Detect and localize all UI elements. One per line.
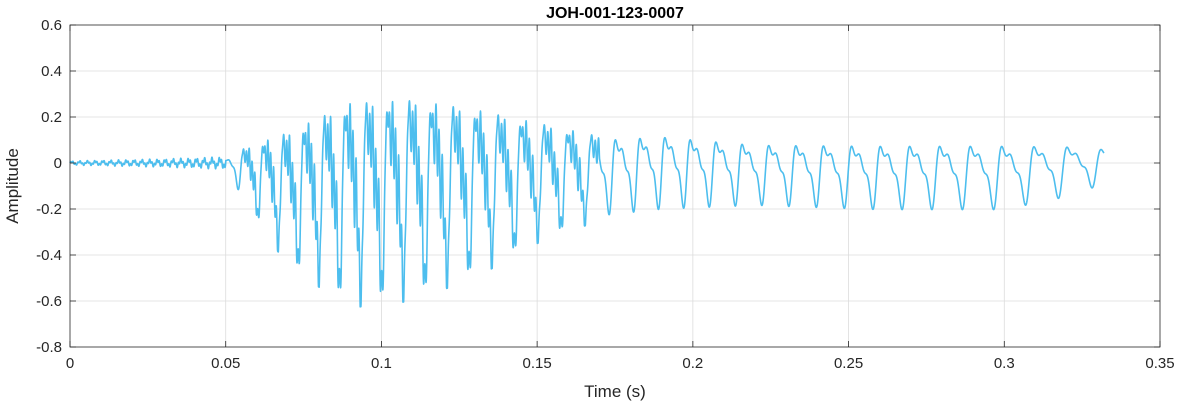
y-tick-label: -0.2 [36, 201, 62, 218]
x-tick-label: 0.25 [834, 355, 863, 372]
y-tick-label: 0.6 [41, 17, 62, 34]
y-tick-labels: -0.8 -0.6 -0.4 -0.2 0 0.2 0.4 0.6 [36, 17, 62, 356]
tick-marks [69, 24, 1161, 348]
waveform-series-line [69, 100, 1105, 308]
x-tick-label: 0.15 [523, 355, 552, 372]
y-tick-label: 0 [54, 155, 62, 172]
series-group [69, 100, 1105, 308]
plot-area [70, 25, 1160, 347]
y-tick-label: 0.2 [41, 109, 62, 126]
x-tick-label: 0.3 [994, 355, 1015, 372]
x-axis-label: Time (s) [584, 382, 646, 401]
x-tick-label: 0.05 [211, 355, 240, 372]
x-tick-label: 0.35 [1145, 355, 1174, 372]
y-tick-label: -0.6 [36, 293, 62, 310]
x-tick-label: 0.2 [682, 355, 703, 372]
chart-title: JOH-001-123-0007 [546, 5, 684, 22]
x-tick-labels: 0 0.05 0.1 0.15 0.2 0.25 0.3 0.35 [66, 355, 1175, 372]
y-axis-label: Amplitude [3, 148, 22, 224]
grid-lines [70, 25, 1160, 347]
y-tick-label: -0.8 [36, 339, 62, 356]
x-tick-label: 0.1 [371, 355, 392, 372]
x-tick-label: 0 [66, 355, 74, 372]
y-tick-label: -0.4 [36, 247, 62, 264]
y-tick-label: 0.4 [41, 63, 62, 80]
plot-frame [69, 24, 1161, 348]
